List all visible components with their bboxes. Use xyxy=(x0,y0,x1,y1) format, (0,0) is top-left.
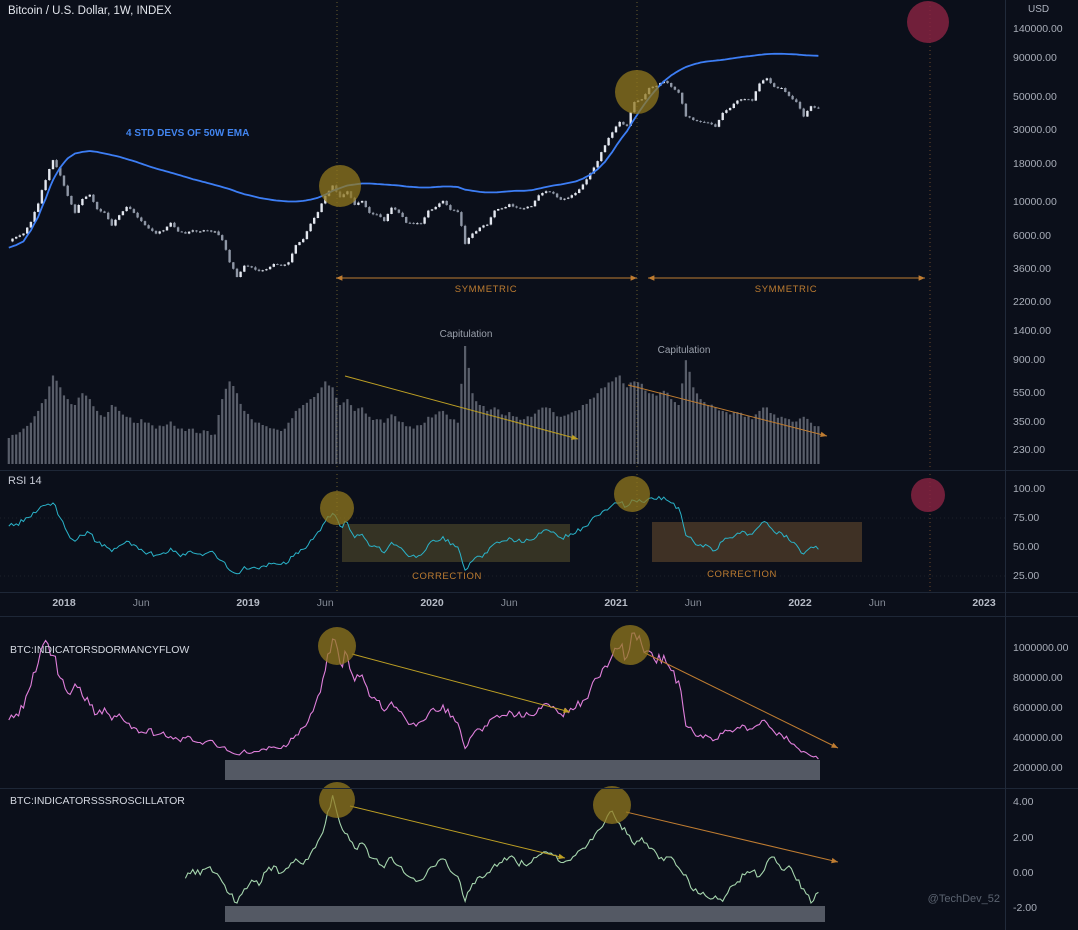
watermark: @TechDev_52 xyxy=(927,893,1000,905)
time-axis-label: 2020 xyxy=(420,597,444,609)
olive-cycle-marker[interactable] xyxy=(610,625,650,665)
olive-cycle-marker[interactable] xyxy=(615,70,659,114)
volume-trend-arrows[interactable] xyxy=(344,375,828,440)
axis-tick-label: 2.00 xyxy=(1013,831,1034,844)
axis-tick-label: 100.00 xyxy=(1013,483,1046,495)
olive-cycle-marker[interactable] xyxy=(320,491,354,525)
price-axis[interactable]: USD 140000.00 90000.00 50000.00 30000.00 180… xyxy=(1005,0,1078,930)
olive-cycle-marker[interactable] xyxy=(319,782,355,818)
rsi-indicator-label[interactable]: RSI 14 xyxy=(8,475,42,487)
symmetric-label: SYMMETRIC xyxy=(454,284,518,295)
time-axis-label: Jun xyxy=(500,597,518,609)
axis-currency-label: USD xyxy=(1028,4,1050,15)
panel-separator[interactable] xyxy=(0,616,1078,617)
axis-tick-label: 800000.00 xyxy=(1013,672,1063,684)
axis-tick-label: 6000.00 xyxy=(1013,229,1051,242)
time-axis-label: Jun xyxy=(316,597,334,609)
symmetric-label: SYMMETRIC xyxy=(754,284,818,295)
axis-tick-label: 200000.00 xyxy=(1013,762,1063,774)
capitulation-label: Capitulation xyxy=(657,345,711,356)
axis-tick-label: 75.00 xyxy=(1013,512,1040,524)
olive-cycle-marker[interactable] xyxy=(593,786,631,824)
dormancy-trend-arrows[interactable] xyxy=(351,652,839,749)
axis-tick-label: 50.00 xyxy=(1013,541,1040,553)
axis-tick-label: 4.00 xyxy=(1013,796,1034,809)
accumulation-zone[interactable] xyxy=(225,760,820,780)
time-axis-label: 2021 xyxy=(604,597,628,609)
axis-tick-label: 230.00 xyxy=(1013,443,1046,456)
dormancy-line xyxy=(8,632,819,760)
volume-bars xyxy=(7,346,820,464)
time-axis-label: Jun xyxy=(868,597,886,609)
axis-tick-label: 30000.00 xyxy=(1013,124,1057,137)
ema-indicator-label[interactable]: 4 STD DEVS OF 50W EMA xyxy=(126,128,250,139)
olive-cycle-marker[interactable] xyxy=(318,627,356,665)
ssr-trend-arrows[interactable] xyxy=(349,805,839,864)
chart-canvas[interactable] xyxy=(0,0,1005,930)
axis-tick-label: 3600.00 xyxy=(1013,263,1051,276)
crimson-cycle-marker[interactable] xyxy=(907,1,949,43)
time-axis-label: 2023 xyxy=(972,597,996,609)
correction-zone[interactable] xyxy=(342,524,570,562)
time-axis-label: 2022 xyxy=(788,597,812,609)
crimson-cycle-marker[interactable] xyxy=(911,478,945,512)
axis-tick-label: -2.00 xyxy=(1013,902,1037,915)
axis-tick-label: 18000.00 xyxy=(1013,157,1057,170)
axis-tick-label: 2200.00 xyxy=(1013,295,1051,308)
time-axis-label: 2019 xyxy=(236,597,260,609)
axis-tick-label: 25.00 xyxy=(1013,570,1040,582)
axis-tick-label: 900.00 xyxy=(1013,354,1046,367)
capitulation-label: Capitulation xyxy=(439,329,493,340)
olive-cycle-marker[interactable] xyxy=(319,165,361,207)
time-axis-label: 2018 xyxy=(52,597,76,609)
axis-tick-label: 600000.00 xyxy=(1013,702,1063,714)
symmetric-arrows[interactable] xyxy=(336,275,925,281)
axis-tick-label: 0.00 xyxy=(1013,867,1034,879)
time-axis-label: Jun xyxy=(132,597,150,609)
ssr-indicator-label[interactable]: BTC:INDICATORSSSROSCILLATOR xyxy=(10,795,185,807)
dormancy-indicator-label[interactable]: BTC:INDICATORSDORMANCYFLOW xyxy=(10,644,190,656)
symbol-title[interactable]: Bitcoin / U.S. Dollar, 1W, INDEX xyxy=(8,5,172,17)
olive-cycle-marker[interactable] xyxy=(614,476,650,512)
time-axis-label: Jun xyxy=(684,597,702,609)
axis-tick-label: 50000.00 xyxy=(1013,90,1057,103)
rsi-line xyxy=(8,495,819,575)
panel-separator[interactable] xyxy=(0,592,1078,593)
axis-tick-label: 350.00 xyxy=(1013,416,1046,429)
panel-separator[interactable] xyxy=(0,470,1078,471)
axis-tick-label: 90000.00 xyxy=(1013,51,1057,64)
accumulation-zone[interactable] xyxy=(225,906,825,922)
axis-tick-label: 140000.00 xyxy=(1013,23,1063,35)
panel-separator[interactable] xyxy=(0,788,1078,789)
axis-tick-label: 550.00 xyxy=(1013,386,1046,399)
axis-tick-label: 10000.00 xyxy=(1013,196,1057,209)
correction-label: CORRECTION xyxy=(707,569,777,580)
axis-tick-label: 1400.00 xyxy=(1013,325,1051,338)
time-axis[interactable]: 2018 Jun 2019 Jun 2020 Jun 2021 Jun 2022 Jun 2023 xyxy=(0,592,1005,616)
correction-label: CORRECTION xyxy=(412,571,482,582)
axis-tick-label: 400000.00 xyxy=(1013,732,1063,744)
ssr-line xyxy=(184,795,819,905)
ema-line xyxy=(8,52,819,249)
axis-tick-label: 1000000.00 xyxy=(1013,642,1069,654)
candlestick-series xyxy=(11,77,820,278)
